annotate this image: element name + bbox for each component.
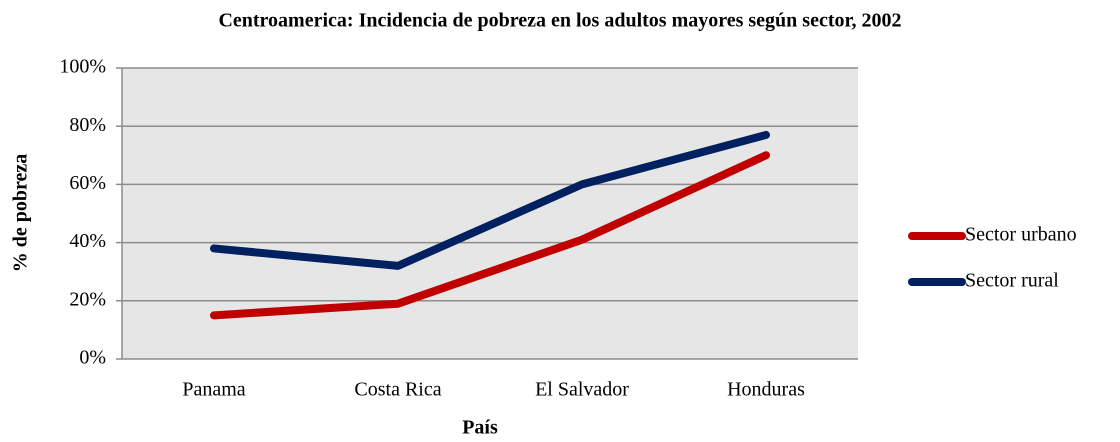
y-tick-label: 80% (69, 114, 106, 136)
series-line (210, 130, 770, 270)
y-tick-label: 40% (69, 230, 106, 252)
y-tick-label: 100% (59, 56, 106, 78)
y-axis-label: % de pobreza (10, 154, 32, 273)
legend-label: Sector rural (965, 270, 1059, 292)
chart-title: Centroamerica: Incidencia de pobreza en … (218, 10, 901, 32)
x-tick-label: Honduras (727, 379, 805, 401)
y-tick-label: 20% (69, 288, 106, 310)
x-axis-label: País (462, 417, 498, 439)
y-tick-label: 0% (79, 347, 106, 369)
x-tick-label: El Salvador (535, 379, 629, 401)
x-tick-label: Costa Rica (354, 379, 441, 401)
y-tick-label: 60% (69, 172, 106, 194)
series-line (210, 151, 770, 320)
legend-label: Sector urbano (965, 224, 1077, 246)
x-tick-label: Panama (182, 379, 245, 401)
